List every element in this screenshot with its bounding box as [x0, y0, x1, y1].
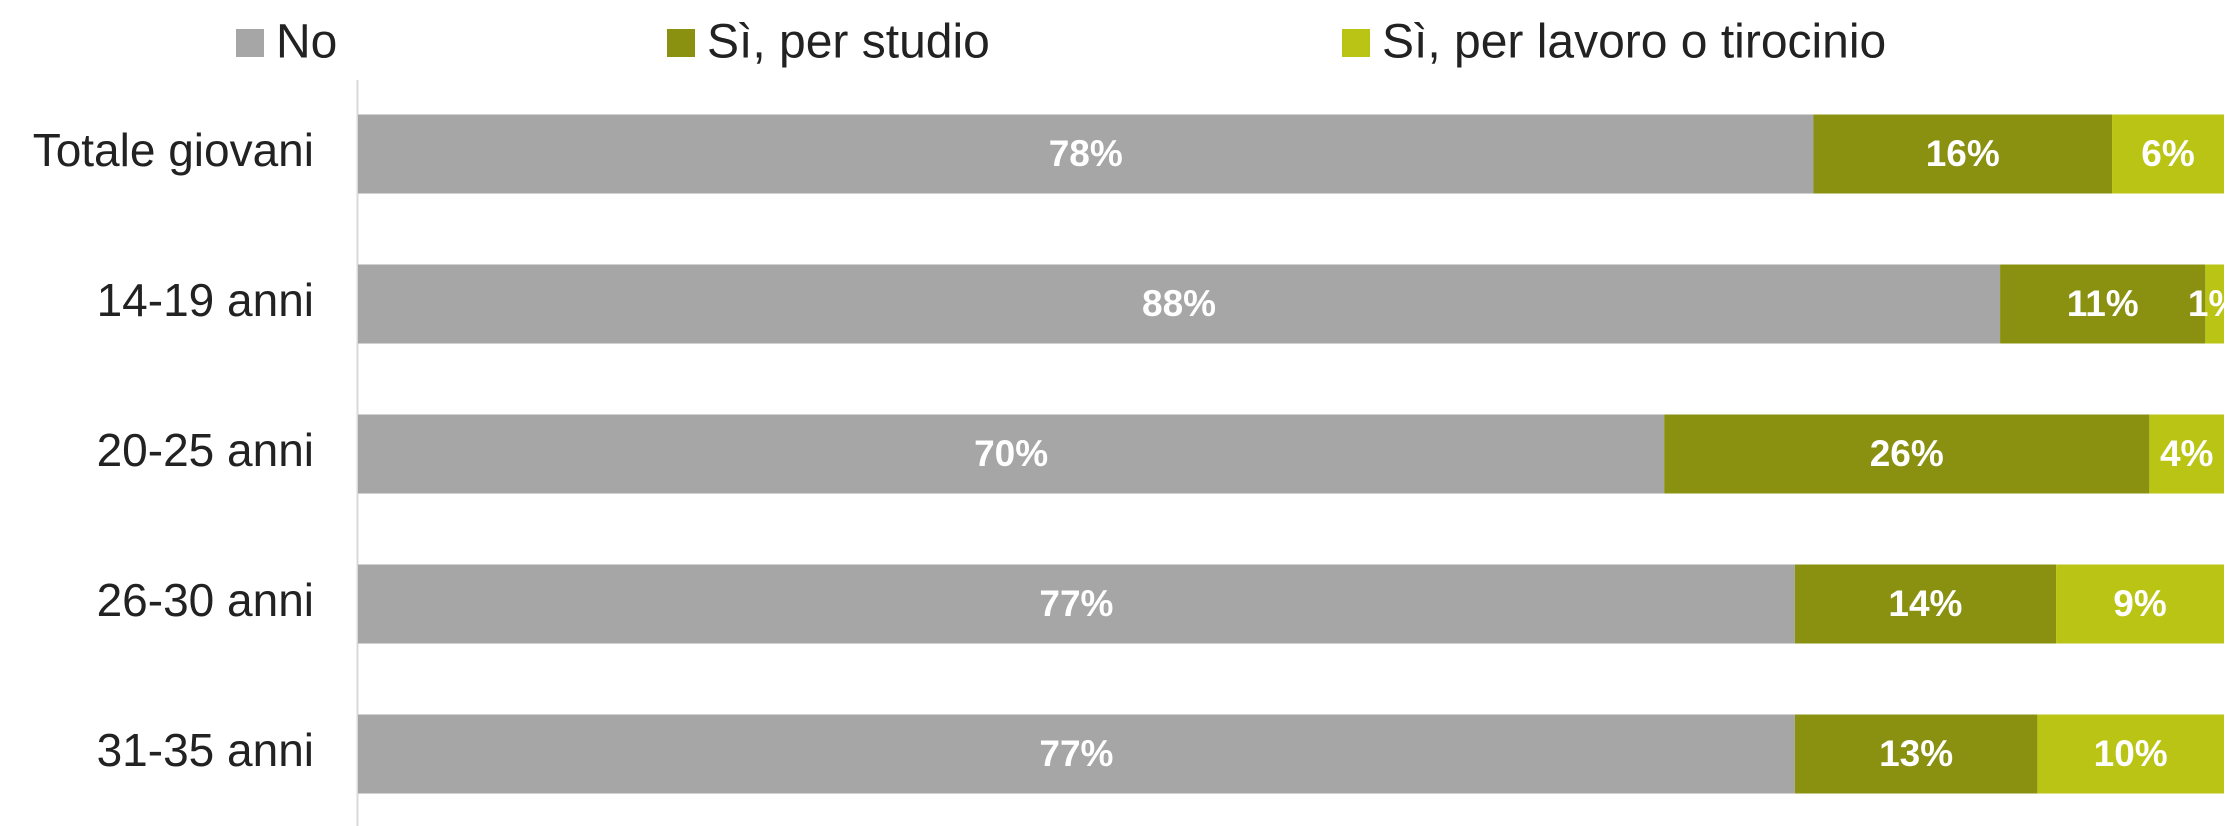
category-label: 26-30 anni [97, 574, 314, 626]
value-label: 11% [2067, 283, 2139, 324]
bar-segment [2056, 564, 2224, 644]
bar-segment [358, 714, 1795, 794]
value-label: 26% [1870, 433, 1944, 474]
bar-segment [358, 564, 1795, 644]
value-label: 4% [2160, 433, 2213, 474]
bar-segment [2205, 264, 2224, 344]
bar-segment [1813, 114, 2113, 194]
category-label: Totale giovani [33, 124, 314, 176]
bar-segment [358, 414, 1665, 494]
legend-swatch [236, 29, 264, 57]
value-label: 1% [2188, 283, 2239, 324]
bar-segment [358, 264, 2001, 344]
bar-segment [2149, 414, 2224, 494]
legend-swatch [1342, 29, 1370, 57]
bar-segment [1794, 714, 2038, 794]
category-label: 20-25 anni [97, 424, 314, 476]
category-label: 31-35 anni [97, 724, 314, 776]
value-label: 16% [1926, 133, 2000, 174]
value-label: 78% [1049, 133, 1123, 174]
value-label: 77% [1039, 733, 1113, 774]
legend-label: No [276, 16, 337, 69]
value-label: 14% [1888, 583, 1962, 624]
bar-segment [1664, 414, 2150, 494]
bar-segment [2000, 264, 2206, 344]
value-label: 6% [2141, 133, 2194, 174]
value-label: 70% [974, 433, 1048, 474]
bar-segment [358, 114, 1814, 194]
legend-label: Sì, per lavoro o tirocinio [1382, 16, 1886, 69]
category-label: 14-19 anni [97, 274, 314, 326]
value-label: 77% [1039, 583, 1113, 624]
legend-label: Sì, per studio [707, 16, 990, 69]
value-label: 13% [1879, 733, 1953, 774]
value-label: 9% [2113, 583, 2166, 624]
value-label: 88% [1142, 283, 1216, 324]
legend-swatch [667, 29, 695, 57]
bar-segment [2037, 714, 2224, 794]
bar-segment [1794, 564, 2057, 644]
value-label: 10% [2094, 733, 2168, 774]
bar-segment [2112, 114, 2224, 194]
